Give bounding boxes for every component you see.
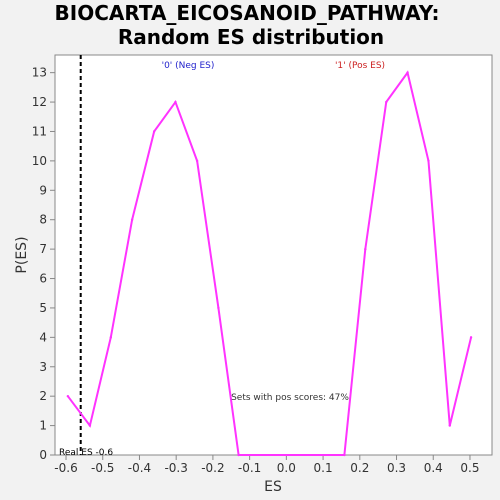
x-tick-label: -0.5 (91, 461, 114, 475)
y-tick-label: 0 (39, 448, 47, 462)
y-tick-label: 8 (39, 213, 47, 227)
data-point (406, 71, 409, 74)
series-points (66, 71, 473, 457)
x-tick-label: 0.0 (277, 461, 296, 475)
y-tick-label: 3 (39, 360, 47, 374)
real-es-label: Real ES -0.6 (59, 448, 113, 458)
x-axis-label: ES (264, 479, 282, 495)
data-point (88, 424, 92, 427)
series-line (67, 70, 473, 456)
x-tick-label: 0.4 (424, 461, 443, 475)
y-tick-label: 10 (32, 154, 47, 168)
x-tick-label: -0.3 (164, 461, 187, 475)
y-tick-label: 12 (32, 95, 47, 109)
y-axis-label: P(ES) (14, 236, 30, 273)
data-point (469, 336, 473, 339)
x-tick-label: -0.4 (128, 461, 151, 475)
y-tick-label: 2 (39, 389, 47, 403)
x-tick-label: 0.1 (314, 461, 333, 475)
y-tick-label: 5 (39, 301, 47, 315)
data-point (130, 218, 134, 221)
y-tick-label: 11 (32, 124, 47, 138)
y-tick-label: 13 (32, 66, 47, 80)
pos-es-label: '1' (Pos ES) (335, 61, 385, 71)
data-point (343, 453, 346, 457)
x-tick-label: -0.6 (54, 461, 77, 475)
x-tick-label: 0.2 (350, 461, 369, 475)
x-tick-label: -0.1 (238, 461, 261, 475)
data-point (152, 130, 156, 133)
data-point (174, 100, 177, 104)
chart-title-line-2: Random ES distribution (118, 25, 384, 49)
chart-title-line-1: BIOCARTA_EICOSANOID_PATHWAY: (55, 1, 440, 25)
data-point (448, 424, 451, 427)
pos-scores-label: Sets with pos scores: 47% (231, 393, 349, 403)
y-tick-label: 9 (39, 183, 47, 197)
x-tick-label: 0.5 (460, 461, 479, 475)
data-point (237, 453, 240, 457)
data-point (217, 306, 220, 310)
data-point (364, 247, 367, 251)
x-axis: -0.6 -0.5 -0.4 -0.3 -0.2 -0.1 0.0 0.1 0.2 0.3 0.4 0… (54, 455, 480, 475)
y-tick-label: 6 (39, 272, 47, 286)
data-point (109, 336, 113, 339)
y-tick-label: 7 (39, 242, 47, 256)
x-tick-label: -0.2 (201, 461, 224, 475)
y-tick-label: 1 (39, 419, 47, 433)
data-point (195, 159, 199, 163)
neg-es-label: '0' (Neg ES) (162, 61, 215, 71)
x-tick-label: 0.3 (387, 461, 406, 475)
data-point (385, 100, 388, 104)
data-point (66, 394, 70, 398)
data-point (427, 159, 430, 163)
y-tick-label: 4 (39, 330, 47, 344)
